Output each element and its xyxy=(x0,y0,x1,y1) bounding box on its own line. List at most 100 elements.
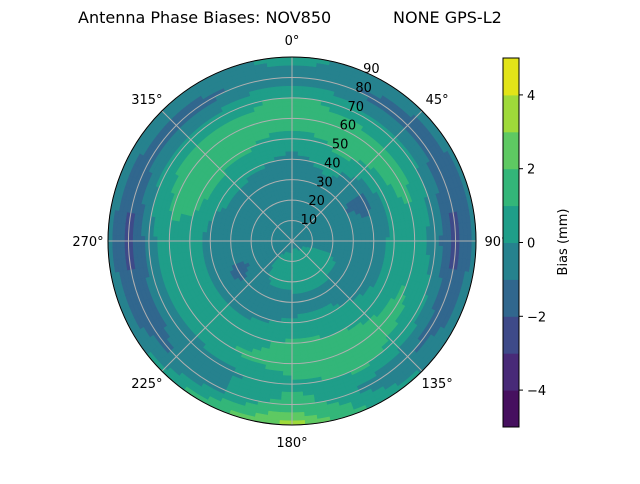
contour-cell xyxy=(292,147,299,151)
contour-cell xyxy=(284,127,292,131)
contour-cell xyxy=(292,408,304,412)
contour-cell xyxy=(283,110,292,114)
contour-cell xyxy=(280,65,292,70)
colorbar-label: Bias (mm) xyxy=(556,209,571,276)
colorbar-segment xyxy=(503,206,519,243)
contour-cell xyxy=(198,244,203,251)
contour-cell xyxy=(284,347,292,351)
contour-cell xyxy=(292,61,305,66)
contour-cell xyxy=(292,167,297,171)
contour-cell xyxy=(286,327,292,331)
contour-cell xyxy=(223,234,227,239)
contour-cell xyxy=(281,90,292,94)
contour-cell xyxy=(281,86,292,90)
contour-cell xyxy=(292,310,297,314)
colorbar-segment xyxy=(503,169,519,206)
colorbar-segment xyxy=(503,316,519,353)
contour-cell xyxy=(292,106,301,110)
contour-cell xyxy=(198,231,203,238)
contour-cell xyxy=(377,244,382,250)
contour-cell xyxy=(292,69,304,73)
contour-cell xyxy=(287,171,292,175)
contour-cell xyxy=(283,372,292,376)
contour-cell xyxy=(287,306,292,310)
contour-cell xyxy=(361,233,365,238)
theta-tick-label: 225° xyxy=(131,377,162,392)
colorbar-segment xyxy=(503,58,519,95)
contour-cell xyxy=(292,372,301,376)
contour-cell xyxy=(285,331,292,335)
theta-tick-label: 270° xyxy=(72,235,103,250)
contour-cell xyxy=(381,231,386,238)
contour-cell xyxy=(337,236,341,240)
theta-tick-label: 0° xyxy=(285,34,300,49)
contour-cell xyxy=(292,355,300,359)
contour-cell xyxy=(292,290,296,294)
contour-cell xyxy=(279,61,292,66)
contour-cell xyxy=(288,180,292,184)
colorbar-tick-label: 4 xyxy=(527,89,535,104)
contour-cell xyxy=(239,243,243,247)
contour-cell xyxy=(292,367,301,371)
polar-grid xyxy=(108,57,476,425)
contour-cell xyxy=(214,233,218,239)
contour-cell xyxy=(284,122,292,126)
contour-cell xyxy=(292,127,300,131)
contour-cell xyxy=(292,180,296,184)
contour-cell xyxy=(282,376,292,380)
theta-tick-label: 45° xyxy=(426,93,449,108)
contour-cell xyxy=(292,376,302,380)
contour-cell xyxy=(292,184,296,188)
r-tick-label: 50 xyxy=(332,138,349,153)
colorbar-segment xyxy=(503,95,519,132)
contour-cell xyxy=(287,310,292,314)
contour-cell xyxy=(223,243,227,248)
theta-tick-label: 180° xyxy=(276,436,307,451)
contour-cell xyxy=(285,188,289,192)
contour-cell xyxy=(381,244,386,251)
r-tick-label: 70 xyxy=(347,100,364,115)
contour-cell xyxy=(282,102,292,106)
contour-cell xyxy=(361,243,365,248)
colorbar-segment xyxy=(503,132,519,169)
r-tick-label: 10 xyxy=(301,213,318,228)
contour-cell xyxy=(288,184,292,188)
contour-cell xyxy=(288,294,292,298)
contour-cell xyxy=(288,188,292,192)
contour-cell xyxy=(292,188,296,192)
contour-cell xyxy=(292,65,304,70)
contour-cell xyxy=(292,396,303,400)
colorbar-tick-label: −4 xyxy=(527,384,546,399)
r-tick-label: 90 xyxy=(363,62,380,77)
colorbar-segment xyxy=(503,353,519,390)
contour-cell xyxy=(202,244,207,250)
contour-cell xyxy=(292,314,297,318)
contour-cell xyxy=(287,163,292,167)
contour-cell xyxy=(285,335,292,339)
r-tick-label: 80 xyxy=(355,81,372,96)
contour-cell xyxy=(292,351,300,355)
contour-cell xyxy=(292,331,299,335)
colorbar-tick-label: −2 xyxy=(527,310,546,325)
contour-cell xyxy=(243,243,247,247)
contour-cell xyxy=(292,286,295,290)
contour-cell xyxy=(292,122,300,126)
contour-cell xyxy=(235,243,239,247)
colorbar-segment xyxy=(503,390,519,427)
contour-cell xyxy=(357,234,361,239)
contour-cell xyxy=(295,290,299,294)
contour-cell xyxy=(288,298,292,302)
contour-cell xyxy=(284,355,292,359)
contour-cell xyxy=(292,131,300,135)
contour-cell xyxy=(292,327,298,331)
r-tick-label: 30 xyxy=(316,175,333,190)
colorbar-tick-label: 2 xyxy=(527,163,535,178)
contour-cell xyxy=(292,347,300,351)
contour-cell xyxy=(292,163,297,167)
theta-tick-label: 135° xyxy=(421,377,452,392)
contour-cell xyxy=(292,306,297,310)
contour-cell xyxy=(386,244,391,251)
contour-cell xyxy=(295,286,299,290)
contour-cell xyxy=(292,335,299,339)
